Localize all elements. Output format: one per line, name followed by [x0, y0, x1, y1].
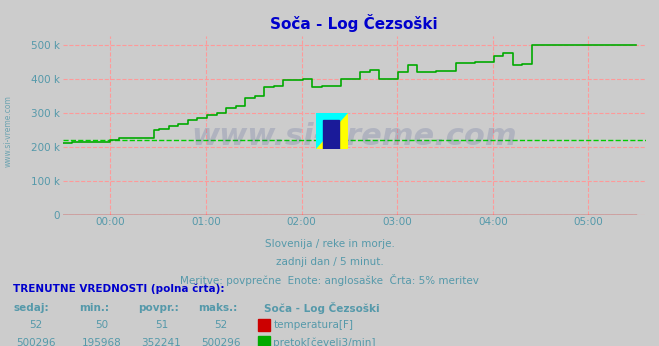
- Polygon shape: [316, 113, 349, 148]
- Text: povpr.:: povpr.:: [138, 303, 179, 313]
- Text: 52: 52: [214, 320, 227, 330]
- Bar: [323, 120, 339, 148]
- Text: www.si-vreme.com: www.si-vreme.com: [3, 95, 13, 167]
- Text: 195968: 195968: [82, 338, 122, 346]
- Text: Meritve: povprečne  Enote: anglosaške  Črta: 5% meritev: Meritve: povprečne Enote: anglosaške Črt…: [180, 274, 479, 286]
- Text: 500296: 500296: [16, 338, 56, 346]
- Text: 52: 52: [30, 320, 43, 330]
- Text: sedaj:: sedaj:: [13, 303, 49, 313]
- Text: zadnji dan / 5 minut.: zadnji dan / 5 minut.: [275, 257, 384, 267]
- Text: min.:: min.:: [79, 303, 109, 313]
- Polygon shape: [316, 113, 349, 148]
- Text: Slovenija / reke in morje.: Slovenija / reke in morje.: [264, 239, 395, 249]
- Text: www.si-vreme.com: www.si-vreme.com: [191, 121, 517, 151]
- Text: 352241: 352241: [142, 338, 181, 346]
- Text: 51: 51: [155, 320, 168, 330]
- Text: 500296: 500296: [201, 338, 241, 346]
- Text: 50: 50: [96, 320, 109, 330]
- Text: pretok[čevelj3/min]: pretok[čevelj3/min]: [273, 337, 376, 346]
- Text: maks.:: maks.:: [198, 303, 237, 313]
- Text: Soča - Log Čezsoški: Soča - Log Čezsoški: [264, 302, 379, 314]
- Text: temperatura[F]: temperatura[F]: [273, 320, 353, 330]
- Title: Soča - Log Čezsoški: Soča - Log Čezsoški: [270, 15, 438, 33]
- Text: TRENUTNE VREDNOSTI (polna črta):: TRENUTNE VREDNOSTI (polna črta):: [13, 284, 225, 294]
